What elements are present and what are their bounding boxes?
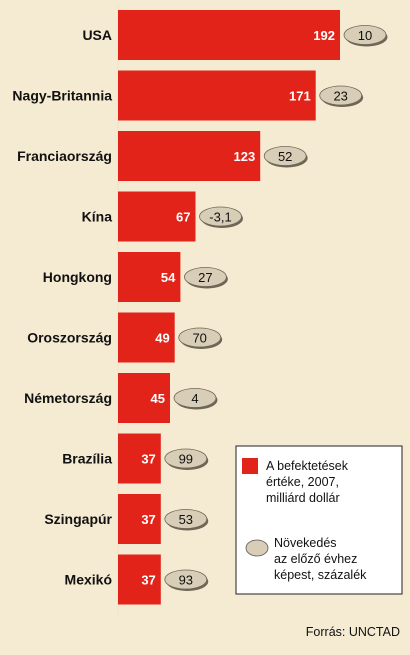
bar	[118, 373, 170, 423]
category-label: Hongkong	[43, 269, 112, 285]
bar	[118, 131, 261, 181]
bar	[118, 494, 161, 544]
growth-oval	[178, 327, 222, 348]
category-label: Kína	[82, 209, 113, 225]
growth-oval	[199, 206, 242, 227]
bar-value-label: 67	[176, 210, 190, 225]
growth-oval	[173, 388, 217, 408]
category-label: Nagy-Britannia	[12, 88, 112, 104]
growth-oval	[263, 146, 307, 166]
bar-value-label: 37	[141, 573, 155, 588]
growth-oval	[319, 85, 363, 106]
growth-value-label: 23	[333, 89, 347, 104]
legend-oval-line-3: képest, százalék	[274, 568, 367, 582]
growth-oval	[164, 509, 208, 529]
bar-value-label: 37	[141, 512, 155, 527]
bar-value-label: 37	[141, 452, 155, 467]
bar-value-label: 171	[289, 89, 311, 104]
category-label: Németország	[24, 390, 112, 406]
bars-layer: USA 192 10 Nagy-Britannia 171 23 Franciaország…	[12, 10, 388, 605]
legend-bar-line-1: A befektetések	[266, 459, 349, 473]
growth-oval	[183, 267, 227, 287]
growth-oval	[164, 448, 208, 469]
category-label: Oroszország	[27, 330, 112, 346]
bar	[118, 191, 196, 242]
legend-oval-line-2: az előző évhez	[274, 552, 357, 566]
growth-value-label: 93	[179, 573, 193, 588]
bar	[118, 554, 161, 605]
growth-value-label: 27	[198, 270, 212, 285]
legend-oval-swatch	[245, 539, 269, 557]
category-label: USA	[82, 27, 112, 43]
bar	[118, 70, 316, 121]
bar	[118, 10, 340, 60]
growth-value-label: 70	[192, 331, 206, 346]
category-label: Mexikó	[65, 572, 112, 588]
category-label: Szingapúr	[44, 511, 112, 527]
bar	[118, 433, 161, 484]
growth-value-label: -3,1	[209, 210, 231, 225]
legend-bar-swatch	[242, 458, 258, 474]
bar-value-label: 45	[151, 391, 165, 406]
bar	[118, 252, 181, 302]
legend-box: A befektetések értéke, 2007, milliárd do…	[235, 445, 403, 595]
legend-oval-line-1: Növekedés	[274, 536, 337, 550]
growth-value-label: 99	[179, 452, 193, 467]
bar-value-label: 192	[313, 28, 335, 43]
bar-value-label: 49	[155, 331, 169, 346]
category-label: Brazília	[62, 451, 112, 467]
growth-oval	[164, 569, 208, 590]
growth-value-label: 52	[278, 149, 292, 164]
bar-value-label: 54	[161, 270, 176, 285]
category-label: Franciaország	[17, 148, 112, 164]
source-note: Forrás: UNCTAD	[306, 625, 400, 639]
bar-value-label: 123	[233, 149, 255, 164]
legend-bar-line-2: értéke, 2007,	[266, 475, 339, 489]
growth-value-label: 53	[179, 512, 193, 527]
growth-oval	[343, 25, 387, 45]
growth-value-label: 10	[358, 28, 372, 43]
bar	[118, 312, 175, 363]
growth-value-label: 4	[191, 391, 198, 406]
legend-bar-line-3: milliárd dollár	[266, 491, 340, 505]
